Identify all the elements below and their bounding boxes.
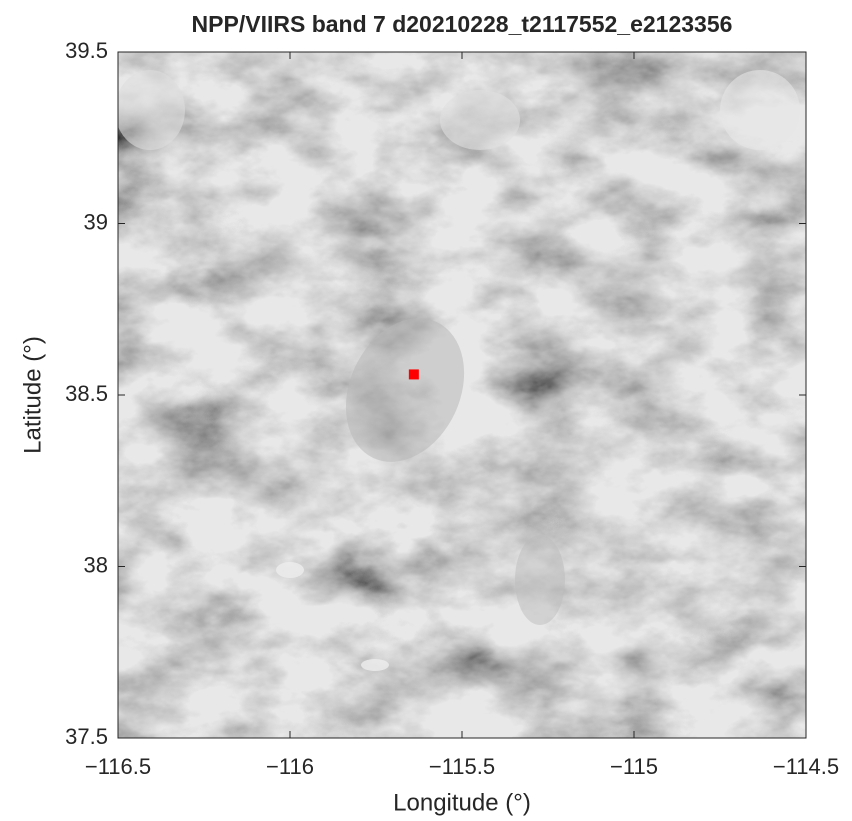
x-tick-label: −116.5: [85, 754, 151, 779]
x-tick-label: −115: [610, 754, 658, 779]
y-tick-label: 38: [84, 552, 108, 577]
y-tick-label: 39.5: [65, 38, 108, 63]
marker: [409, 369, 419, 379]
page: NPP/VIIRS band 7 d20210228_t2117552_e212…: [0, 0, 852, 821]
chart-title: NPP/VIIRS band 7 d20210228_t2117552_e212…: [192, 11, 733, 37]
y-tick-label: 38.5: [65, 381, 108, 406]
y-tick-label: 37.5: [65, 724, 108, 749]
x-tick-label: −115.5: [429, 754, 495, 779]
satellite-image: [115, 52, 806, 738]
x-tick-label: −114.5: [773, 754, 839, 779]
x-axis-label: Longitude (°): [393, 789, 531, 816]
x-tick-label: −116: [266, 754, 314, 779]
chart: NPP/VIIRS band 7 d20210228_t2117552_e212…: [0, 0, 852, 821]
y-axis-label: Latitude (°): [19, 336, 46, 454]
y-tick-label: 39: [84, 209, 108, 234]
